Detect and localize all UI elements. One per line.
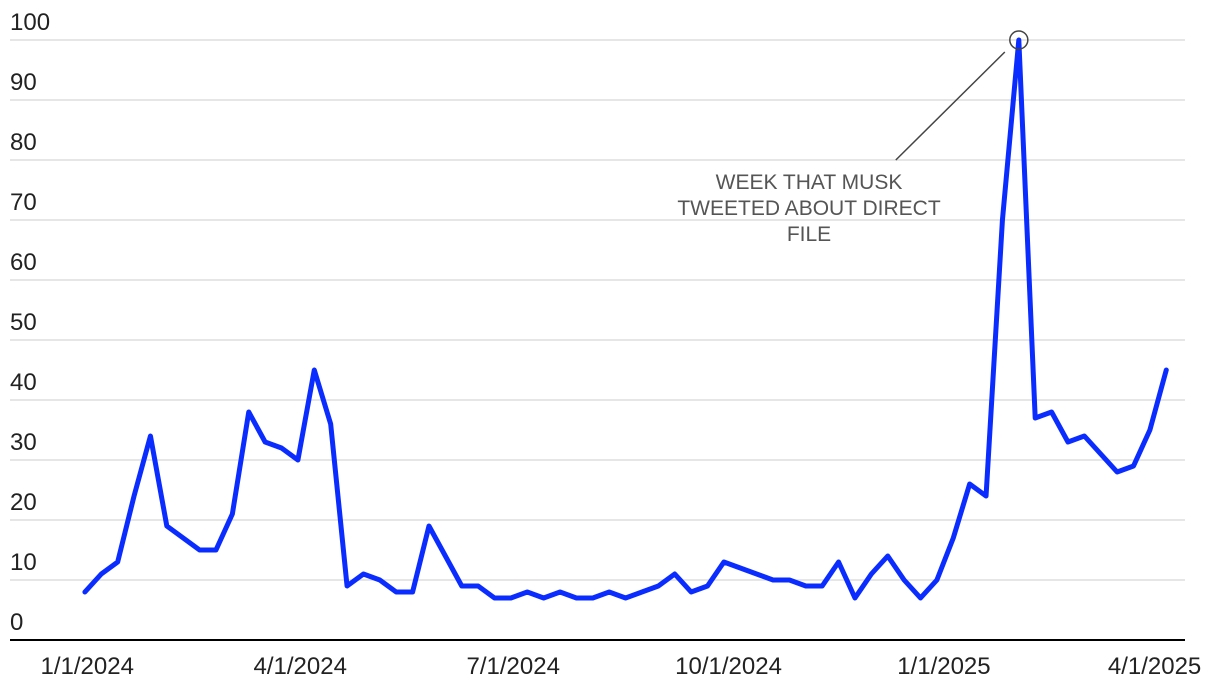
y-tick-label: 30: [10, 429, 37, 456]
x-tick-label: 1/1/2025: [897, 653, 990, 680]
annotation-text: WEEK THAT MUSK: [716, 171, 903, 194]
annotation-marker: [1009, 30, 1029, 50]
x-tick-label: 4/1/2024: [254, 653, 347, 680]
annotation-leader: [895, 51, 1006, 161]
x-tick-label: 10/1/2024: [675, 653, 782, 680]
annotation-text: FILE: [787, 223, 831, 246]
y-tick-label: 40: [10, 369, 37, 396]
x-tick-label: 4/1/2025: [1108, 653, 1201, 680]
y-tick-label: 20: [10, 489, 37, 516]
annotation-text: TWEETED ABOUT DIRECT: [677, 197, 940, 220]
x-tick-label: 7/1/2024: [467, 653, 560, 680]
y-tick-label: 10: [10, 549, 37, 576]
y-tick-label: 90: [10, 69, 37, 96]
data-line: [82, 37, 1169, 601]
y-tick-label: 60: [10, 249, 37, 276]
y-tick-label: 50: [10, 309, 37, 336]
y-tick-label: 0: [10, 609, 23, 636]
y-tick-label: 100: [10, 9, 50, 36]
y-tick-label: 70: [10, 189, 37, 216]
x-tick-label: 1/1/2024: [41, 653, 134, 680]
y-tick-label: 80: [10, 129, 37, 156]
